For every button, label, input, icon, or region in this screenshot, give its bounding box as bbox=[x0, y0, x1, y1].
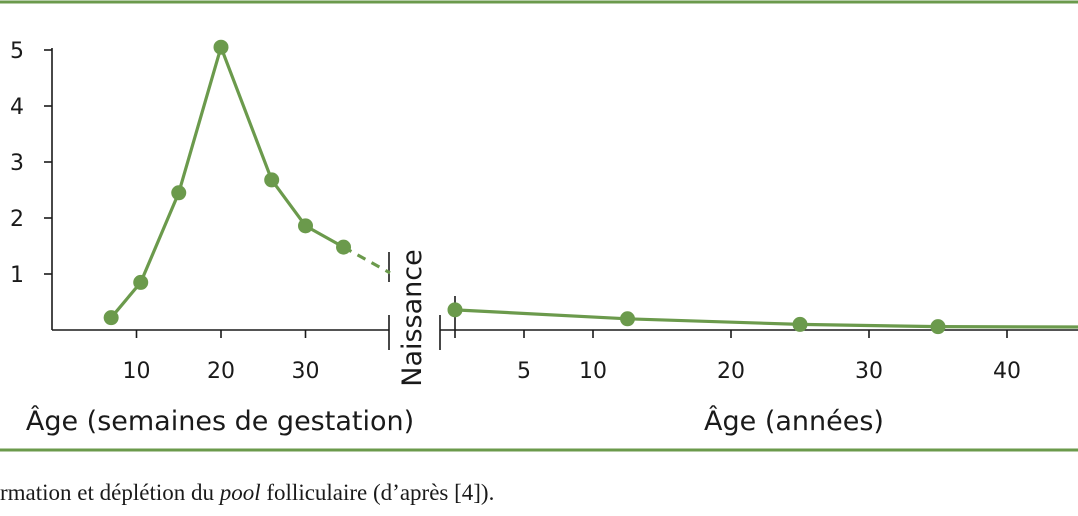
left-data-point bbox=[298, 218, 313, 234]
left-x-axis-label: Âge (semaines de gestation) bbox=[26, 405, 414, 437]
caption-text: rmation et déplétion du bbox=[0, 480, 220, 505]
left-y-tick-label: 2 bbox=[10, 207, 24, 232]
left-y-tick-label: 3 bbox=[10, 151, 24, 176]
right-x-tick-label: 20 bbox=[717, 359, 745, 384]
left-x-tick-label: 20 bbox=[207, 359, 235, 384]
caption-text-end: folliculaire (d’après [4]). bbox=[260, 480, 495, 505]
right-data-point bbox=[792, 316, 808, 332]
left-data-point bbox=[103, 310, 119, 326]
left-x-tick-label: 30 bbox=[292, 359, 320, 384]
right-x-tick-label: 5 bbox=[517, 359, 531, 384]
right-chart: 5 10 20 30 40 bbox=[439, 296, 1078, 384]
left-data-point bbox=[264, 172, 280, 188]
left-data-point bbox=[336, 239, 352, 255]
right-data-point bbox=[930, 319, 946, 335]
caption-italic-term: pool bbox=[219, 480, 261, 505]
left-series-dashed-extension bbox=[342, 245, 391, 275]
left-y-tick-label: 5 bbox=[10, 39, 24, 64]
right-data-point bbox=[620, 311, 635, 327]
right-x-axis-label: Âge (années) bbox=[704, 405, 884, 437]
left-x-tick-label: 10 bbox=[123, 359, 151, 384]
left-chart: 1 2 3 4 5 10 20 30 bbox=[10, 39, 391, 384]
right-x-tick-label: 40 bbox=[993, 359, 1021, 384]
right-series-line bbox=[454, 308, 1078, 329]
right-x-tick-label: 30 bbox=[855, 359, 883, 384]
left-data-point bbox=[133, 274, 149, 290]
left-y-tick-label: 4 bbox=[10, 95, 24, 120]
birth-marker-label: Naissance bbox=[397, 249, 428, 387]
right-x-tick-label: 10 bbox=[579, 359, 607, 384]
right-data-point bbox=[447, 302, 463, 318]
left-data-point bbox=[171, 185, 187, 201]
figure-caption: rmation et déplétion du pool folliculair… bbox=[0, 480, 494, 506]
left-y-tick-label: 1 bbox=[10, 263, 24, 288]
left-data-point bbox=[213, 39, 229, 55]
